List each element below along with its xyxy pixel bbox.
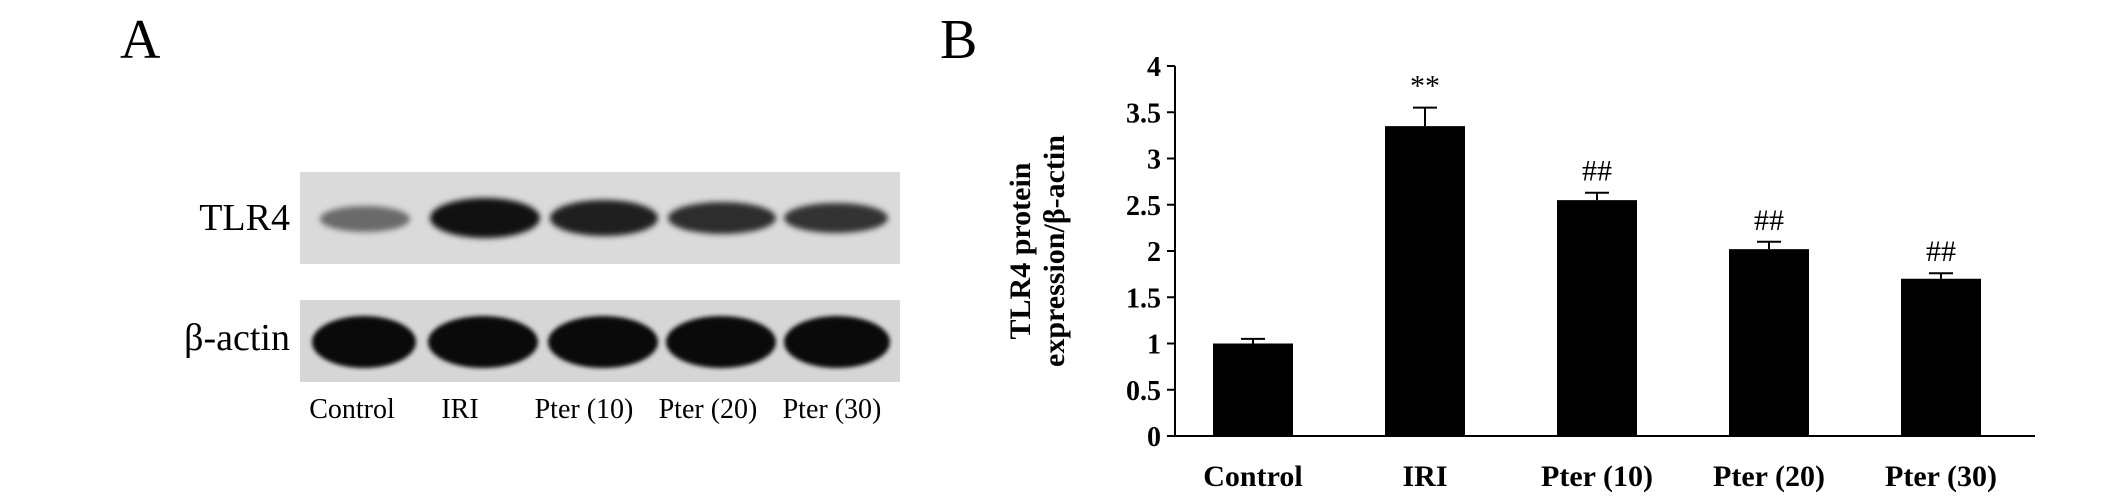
lane-label-pter30: Pter (30) — [782, 394, 882, 425]
actin-band-iri — [428, 316, 538, 368]
lane-label-pter10: Pter (10) — [534, 394, 634, 425]
tlr4-band-control — [320, 206, 410, 232]
bar — [1729, 249, 1809, 436]
y-tick-label: 0 — [1147, 422, 1161, 453]
actin-band-pter30 — [784, 316, 890, 368]
actin-band-pter20 — [666, 316, 776, 368]
x-tick-label: Pter (30) — [1885, 460, 1997, 493]
lane-label-pter20: Pter (20) — [658, 394, 758, 425]
actin-band-pter10 — [548, 316, 658, 368]
blot-strip-beta-actin — [300, 300, 900, 382]
blot-row-label-tlr4: TLR4 — [199, 197, 290, 239]
significance-mark: ## — [1926, 235, 1956, 268]
bar-chart: 0 0.5 1 1.5 2 2.5 3 3.5 4 TLR4 protein expression/… — [1004, 52, 2035, 493]
tlr4-band-iri — [430, 198, 540, 238]
panel-a-letter: A — [120, 9, 161, 71]
blot-strip-tlr4 — [300, 172, 900, 264]
x-tick-label: Pter (10) — [1541, 460, 1653, 493]
bar — [1557, 200, 1637, 436]
bar — [1213, 343, 1293, 436]
panel-b-letter: B — [940, 9, 978, 71]
y-tick-label: 0.5 — [1126, 376, 1161, 407]
y-tick-label: 2.5 — [1126, 191, 1161, 222]
significance-mark: ** — [1410, 70, 1440, 103]
x-tick-label: Pter (20) — [1713, 460, 1825, 493]
lane-label-iri: IRI — [441, 394, 479, 425]
y-axis-label-line: expression/β-actin — [1038, 135, 1071, 367]
y-tick-label: 4 — [1147, 52, 1161, 83]
blot-row-label-actin: β-actin — [184, 317, 290, 359]
y-tick-label: 2 — [1147, 237, 1161, 268]
y-tick-label: 1 — [1147, 330, 1161, 361]
lane-label-control: Control — [309, 394, 395, 425]
significance-mark: ## — [1754, 204, 1784, 237]
actin-band-control — [312, 316, 416, 368]
y-tick-label: 3.5 — [1126, 98, 1161, 129]
y-tick-label: 3 — [1147, 145, 1161, 176]
tlr4-band-pter20 — [668, 202, 776, 234]
tlr4-band-pter30 — [784, 203, 888, 233]
bar — [1901, 278, 1981, 436]
bar — [1385, 126, 1465, 436]
tlr4-band-pter10 — [550, 200, 658, 236]
significance-mark: ## — [1582, 155, 1612, 188]
y-axis-label-line: TLR4 protein — [1004, 162, 1037, 339]
x-tick-label: IRI — [1402, 460, 1447, 493]
x-tick-label: Control — [1203, 460, 1302, 493]
y-tick-label: 1.5 — [1126, 283, 1161, 314]
